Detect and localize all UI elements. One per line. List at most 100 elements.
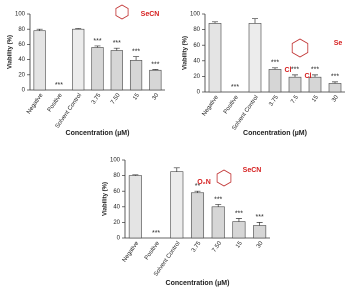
y-axis-label: Viability (%) — [183, 36, 189, 70]
x-tick-label: Positive — [223, 94, 240, 115]
y-tick-label: 0 — [117, 236, 121, 242]
x-tick-label: 7.50 — [110, 92, 122, 106]
y-tick-label: 100 — [15, 12, 26, 18]
significance-label: *** — [93, 38, 101, 45]
structure-label: SeCN — [141, 11, 160, 18]
error-bar — [133, 56, 140, 61]
x-tick-label: Negative — [122, 240, 141, 263]
x-tick-label: 15 — [132, 92, 141, 101]
x-tick-label: Positive — [47, 92, 64, 113]
x-tick-label: 3.75 — [91, 92, 103, 106]
error-bar — [215, 204, 222, 207]
y-tick-label: 100 — [190, 12, 201, 18]
y-axis-label: Viability (%) — [103, 182, 109, 216]
y-tick-label: 20 — [18, 72, 25, 78]
x-axis-label: Concentration (µM) — [166, 280, 230, 287]
significance-label: ** — [195, 183, 201, 190]
bar — [268, 69, 282, 93]
y-tick-label: 40 — [193, 58, 200, 64]
bar — [72, 28, 85, 91]
significance-label: *** — [331, 74, 339, 81]
error-bar — [312, 74, 318, 78]
error-bar — [252, 18, 258, 24]
error-bar — [36, 28, 43, 31]
y-tick-label: 60 — [113, 189, 120, 195]
significance-label: *** — [113, 40, 121, 47]
error-bar — [272, 67, 278, 70]
significance-label: *** — [311, 67, 319, 74]
y-tick-label: 80 — [113, 173, 120, 179]
bar — [190, 192, 205, 239]
error-bar — [75, 28, 82, 30]
error-bar — [292, 74, 298, 78]
significance-label: *** — [55, 82, 63, 89]
x-tick-label: Negative — [26, 92, 45, 115]
x-tick-label: 3.75 — [191, 240, 203, 254]
x-tick-label: Negative — [201, 94, 220, 117]
significance-label: *** — [132, 48, 140, 55]
bar — [232, 221, 246, 239]
significance-label: *** — [231, 84, 239, 91]
significance-label: *** — [152, 230, 160, 237]
x-axis-label: Concentration (µM) — [243, 130, 307, 137]
y-tick-label: 40 — [113, 204, 120, 210]
y-tick-label: 100 — [110, 158, 121, 164]
structure-label: O₂N — [197, 179, 211, 186]
y-tick-label: 60 — [18, 42, 25, 48]
error-bar — [152, 69, 159, 71]
y-axis-label: Viability (%) — [8, 35, 14, 69]
x-tick-label: Positive — [144, 240, 161, 261]
structure-ring — [291, 38, 309, 58]
error-bar — [235, 218, 242, 222]
bar — [33, 30, 46, 91]
bar — [149, 69, 162, 91]
significance-label: *** — [291, 67, 299, 74]
y-tick-label: 0 — [22, 88, 26, 94]
error-bar — [94, 45, 101, 48]
error-bar — [194, 190, 201, 193]
error-bar — [256, 222, 263, 226]
bar — [253, 225, 267, 239]
x-tick-label: 15 — [311, 94, 320, 103]
error-bar — [332, 81, 338, 84]
structure-label: Cl — [305, 73, 312, 80]
error-bar — [173, 167, 180, 172]
bar — [170, 171, 184, 239]
x-tick-label: 3.75 — [268, 94, 280, 108]
bar — [91, 47, 104, 91]
y-tick-label: 80 — [18, 27, 25, 33]
y-tick-label: 60 — [193, 43, 200, 49]
x-tick-label: 30 — [152, 92, 161, 101]
y-tick-label: 0 — [197, 90, 201, 96]
x-tick-label: 7.50 — [212, 240, 224, 254]
bar — [128, 175, 142, 239]
significance-label: *** — [235, 210, 243, 217]
bar — [129, 60, 143, 91]
x-tick-label: 7.5 — [290, 94, 300, 105]
significance-label: *** — [151, 61, 159, 68]
bar — [208, 23, 222, 93]
bar — [211, 206, 225, 239]
structure-ring — [216, 169, 232, 187]
y-tick-label: 40 — [18, 57, 25, 63]
significance-label: *** — [214, 196, 222, 203]
x-tick-label: 15 — [235, 240, 244, 249]
x-axis-label: Concentration (µM) — [66, 130, 130, 137]
structure-label: Cl — [285, 67, 292, 74]
x-tick-label: 30 — [331, 94, 340, 103]
error-bar — [212, 21, 218, 24]
bar — [110, 50, 123, 91]
structure-ring — [115, 4, 129, 20]
error-bar — [132, 174, 139, 176]
significance-label: *** — [256, 214, 264, 221]
bar — [328, 83, 342, 93]
y-tick-label: 20 — [193, 74, 200, 80]
y-tick-label: 80 — [193, 27, 200, 33]
y-tick-label: 20 — [113, 220, 120, 226]
x-tick-label: 30 — [256, 240, 265, 249]
structure-label: SeCN — [243, 167, 262, 174]
error-bar — [113, 47, 120, 51]
bar — [248, 23, 262, 93]
bar — [288, 76, 302, 93]
